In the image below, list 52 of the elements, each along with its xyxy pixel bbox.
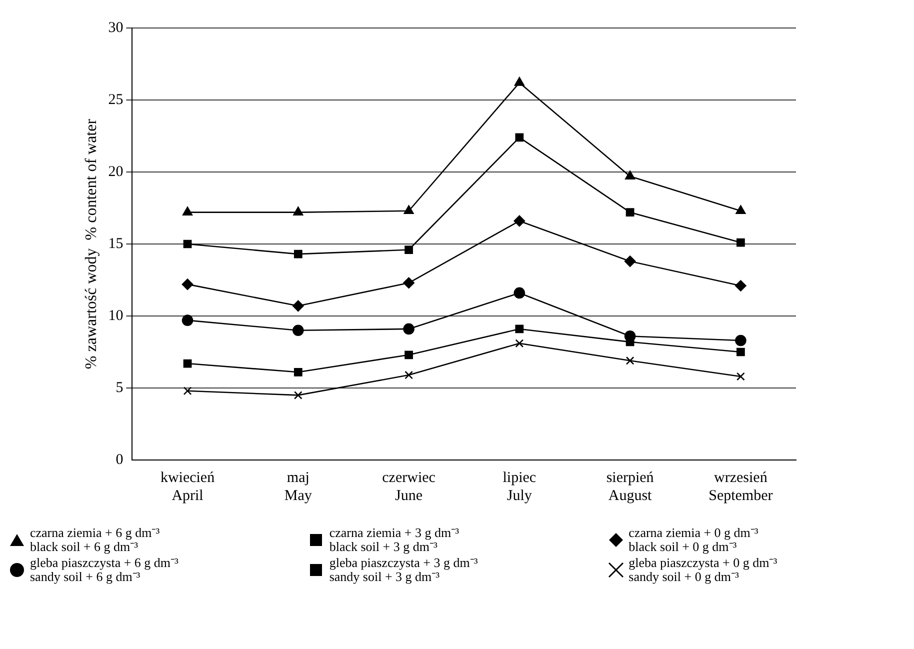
x-tick-label: wrzesień September	[708, 470, 773, 504]
point	[624, 330, 636, 342]
y-tick-label: 10	[108, 308, 124, 324]
point	[182, 314, 194, 326]
point	[404, 370, 413, 380]
point	[736, 348, 745, 356]
legend-label: gleba piaszczysta + 6 g dm⁻³ sandy soil + 6 g dm⁻³	[30, 555, 178, 584]
point	[736, 238, 745, 247]
legend-label: gleba piaszczysta + 0 g dm⁻³ sandy soil + 0 g dm⁻³	[628, 555, 778, 584]
point	[404, 246, 413, 254]
point	[183, 386, 192, 396]
point	[514, 77, 524, 86]
point	[515, 133, 524, 142]
point	[183, 359, 192, 368]
point	[293, 206, 304, 216]
legend-label: gleba piaszczysta + 3 g dm⁻³ sandy soil + 3 g dm⁻³	[329, 555, 478, 584]
point	[292, 324, 304, 336]
point	[183, 240, 192, 248]
point	[736, 205, 746, 214]
point	[626, 208, 634, 217]
point	[403, 323, 414, 335]
point	[735, 280, 746, 292]
x-tick-label: czerwiec June	[382, 470, 436, 504]
x-tick-label: sierpień August	[606, 470, 654, 504]
point	[514, 287, 526, 299]
point	[403, 277, 414, 289]
point	[736, 372, 745, 381]
y-tick-label: 15	[108, 236, 124, 252]
x-tick-label: kwiecień April	[160, 470, 216, 504]
y-tick-label: 20	[108, 164, 124, 180]
point	[624, 256, 636, 267]
point	[735, 334, 746, 346]
y-tick-label: 25	[108, 92, 124, 108]
y-tick-label: 5	[116, 380, 124, 396]
x-tick-label: lipiec July	[502, 470, 536, 504]
point	[404, 350, 413, 360]
point	[514, 215, 526, 227]
point	[404, 205, 414, 214]
x-tick-label: maj May	[284, 470, 312, 504]
point	[182, 206, 192, 216]
y-tick-label: 0	[116, 452, 124, 468]
point	[292, 300, 304, 312]
y-tick-label: 30	[108, 20, 124, 36]
point	[626, 356, 634, 365]
point	[294, 250, 302, 258]
point	[515, 324, 524, 334]
y-axis-title: % zawartość wody % content of water	[82, 118, 100, 370]
point	[625, 170, 636, 180]
point	[294, 391, 302, 400]
point	[294, 368, 302, 376]
point	[515, 339, 524, 348]
point	[182, 278, 194, 290]
